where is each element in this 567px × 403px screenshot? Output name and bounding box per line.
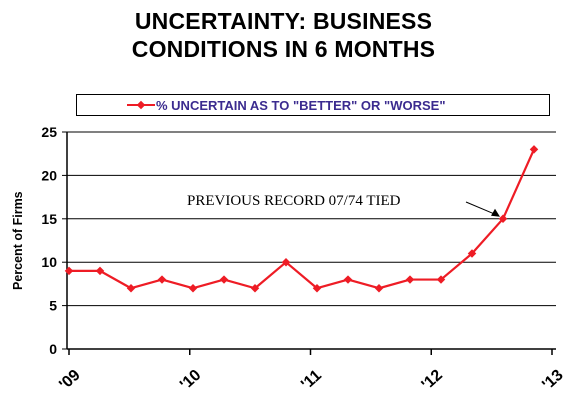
data-point [157,275,167,284]
data-point [498,214,508,224]
data-point [343,275,353,284]
annotation-arrow-line [465,201,495,215]
data-point [436,275,446,284]
x-tick-label: '13 [539,367,567,394]
x-tick-label: '11 [298,367,325,394]
y-tick-label: 20 [41,167,57,183]
data-point [95,266,105,276]
annotation-text: PREVIOUS RECORD 07/74 TIED [187,193,401,209]
chart-title-line-2: CONDITIONS IN 6 MONTHS [131,36,436,62]
y-tick-label: 10 [41,254,57,270]
x-tick-label: '09 [56,367,84,394]
x-tick-label: '12 [419,367,447,394]
data-point [312,283,322,293]
y-tick-label: 15 [41,211,57,227]
y-tick-label: 25 [41,124,57,140]
data-point [126,283,136,293]
data-point [467,249,477,258]
y-tick-label: 5 [49,298,57,314]
data-point [219,275,229,284]
series-line [69,148,536,290]
legend-label: % UNCERTAIN AS TO "BETTER" OR "WORSE" [156,98,446,113]
data-point [374,283,384,293]
data-point [281,257,291,267]
data-point [188,283,198,293]
legend: % UNCERTAIN AS TO "BETTER" OR "WORSE" [76,94,550,116]
x-tick-label: '10 [177,367,205,394]
y-tick-label: 0 [49,341,57,357]
data-point [529,145,539,154]
data-point [250,283,260,293]
data-point [405,275,415,284]
annotation-arrowhead-icon [491,208,500,217]
chart-title-line-1: UNCERTAINTY: BUSINESS [134,8,433,34]
data-point [64,266,74,276]
legend-marker-icon [127,100,155,110]
